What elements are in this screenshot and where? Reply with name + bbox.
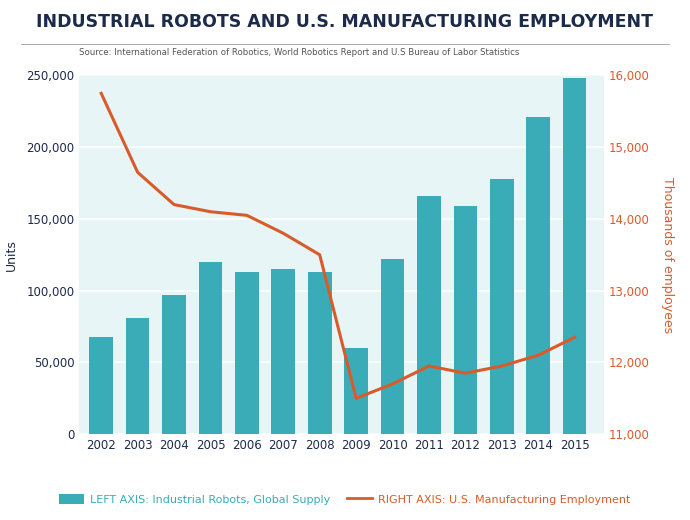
Bar [417,196,441,434]
Bar [381,259,404,434]
Legend: LEFT AXIS: Industrial Robots, Global Supply, RIGHT AXIS: U.S. Manufacturing Empl: LEFT AXIS: Industrial Robots, Global Sup… [55,489,635,509]
Bar [344,348,368,434]
Bar [563,79,586,434]
Text: INDUSTRIAL ROBOTS AND U.S. MANUFACTURING EMPLOYMENT: INDUSTRIAL ROBOTS AND U.S. MANUFACTURING… [37,13,653,31]
Bar [271,269,295,434]
Bar [453,206,477,434]
Bar [526,117,550,434]
Y-axis label: Units: Units [5,239,18,271]
Bar [126,318,150,434]
Y-axis label: Thousands of employees: Thousands of employees [660,177,673,333]
Bar [90,336,113,434]
Bar [235,272,259,434]
Bar [199,262,222,434]
Bar [490,179,513,434]
Bar [308,272,331,434]
Text: Source: International Federation of Robotics, World Robotics Report and U.S Bure: Source: International Federation of Robo… [79,48,520,57]
Bar [162,295,186,434]
